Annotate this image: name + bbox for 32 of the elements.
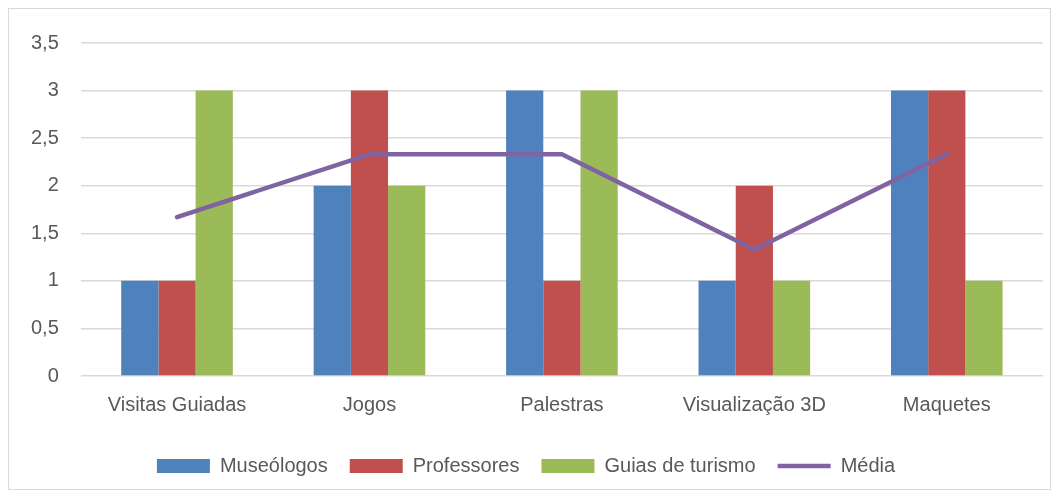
legend-label: Professores: [412, 453, 520, 476]
bar: [735, 185, 773, 376]
y-tick-label: 3: [47, 78, 59, 101]
bar: [580, 90, 618, 376]
x-tick-label: Jogos: [342, 392, 397, 415]
x-tick-label: Visitas Guiadas: [107, 392, 247, 415]
y-tick-label: 0: [47, 363, 59, 386]
bar: [928, 90, 966, 376]
y-tick-label: 3,5: [30, 30, 59, 53]
x-tick-label: Maquetes: [902, 392, 991, 415]
bar: [195, 90, 233, 376]
legend-label: Guias de turismo: [604, 453, 756, 476]
bar: [772, 280, 811, 376]
legend-label: Média: [840, 453, 896, 476]
x-tick-label: Palestras: [520, 392, 604, 415]
bar: [158, 280, 196, 376]
y-tick-label: 2,5: [30, 125, 59, 148]
bar: [388, 185, 426, 376]
bar: [350, 90, 389, 376]
y-tick-label: 2: [47, 173, 59, 196]
bar: [965, 280, 1003, 376]
bar: [698, 280, 736, 376]
y-tick-label: 0,5: [30, 315, 59, 338]
bar: [121, 280, 159, 376]
bar: [890, 90, 929, 376]
bar: [543, 280, 581, 376]
y-tick-label: 1,5: [30, 220, 59, 243]
bar: [313, 185, 351, 376]
x-tick-label: Visualização 3D: [682, 392, 826, 415]
y-tick-label: 1: [47, 268, 59, 291]
legend-label: Museólogos: [219, 453, 328, 476]
bar: [506, 90, 544, 376]
